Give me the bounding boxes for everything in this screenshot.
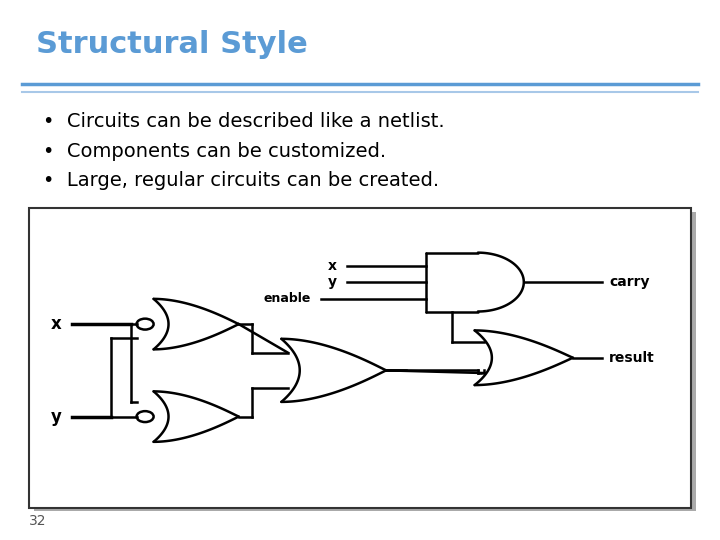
Bar bbox=[34, 212, 696, 511]
Text: result: result bbox=[609, 351, 654, 364]
Bar bbox=[29, 208, 691, 508]
Text: Structural Style: Structural Style bbox=[36, 30, 307, 59]
Text: carry: carry bbox=[609, 275, 649, 289]
Text: 32: 32 bbox=[29, 514, 46, 528]
Text: •  Circuits can be described like a netlist.: • Circuits can be described like a netli… bbox=[43, 112, 445, 131]
Text: y: y bbox=[51, 408, 62, 426]
Text: x: x bbox=[328, 259, 337, 273]
Text: x: x bbox=[51, 315, 62, 333]
Text: enable: enable bbox=[264, 292, 311, 305]
Text: y: y bbox=[328, 275, 337, 289]
Text: •  Large, regular circuits can be created.: • Large, regular circuits can be created… bbox=[43, 171, 439, 191]
Text: •  Components can be customized.: • Components can be customized. bbox=[43, 141, 387, 161]
